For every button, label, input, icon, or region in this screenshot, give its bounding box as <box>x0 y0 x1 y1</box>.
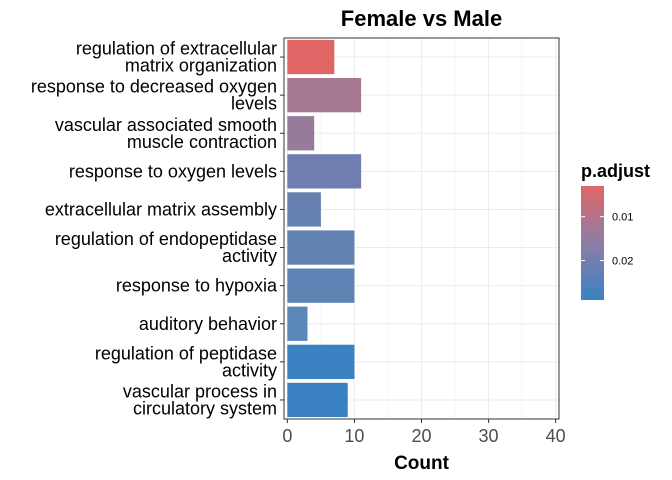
category-label: extracellular matrix assembly <box>45 199 277 219</box>
legend-title: p.adjust <box>581 161 650 181</box>
bar <box>287 344 355 379</box>
category-label: response to decreased oxygen levels <box>31 77 277 114</box>
x-tick-label: 40 <box>546 426 566 446</box>
bar <box>287 116 315 151</box>
x-tick-label: 10 <box>344 426 364 446</box>
category-labels: regulation of extracellular matrix organi… <box>31 39 284 418</box>
x-axis-ticks: 0 10 20 30 40 <box>282 419 566 446</box>
category-label: response to oxygen levels <box>69 161 277 181</box>
category-label: regulation of endopeptidase activity <box>55 229 277 266</box>
category-label: response to hypoxia <box>116 276 278 296</box>
category-label: regulation of extracellular matrix organi… <box>76 39 277 76</box>
bar <box>287 268 355 303</box>
category-label: auditory behavior <box>139 314 277 334</box>
x-tick-label: 0 <box>282 426 292 446</box>
x-tick-label: 20 <box>411 426 431 446</box>
category-label: regulation of peptidase activity <box>95 343 277 380</box>
bar <box>287 154 362 189</box>
x-tick-label: 30 <box>479 426 499 446</box>
bar <box>287 230 355 265</box>
category-label: vascular process in circulatory system <box>123 381 277 418</box>
legend-tick-label: 0.01 <box>612 212 633 224</box>
legend-ticks: 0.01 0.02 <box>581 212 633 268</box>
bar <box>287 382 348 418</box>
legend-colorbar <box>581 186 604 300</box>
bar <box>287 192 321 227</box>
legend: p.adjust 0.01 0.02 <box>581 161 650 300</box>
legend-tick-label: 0.02 <box>612 256 633 268</box>
category-label: vascular associated smooth muscle contrac… <box>55 115 277 152</box>
chart-title: Female vs Male <box>341 6 502 31</box>
bar <box>287 306 308 341</box>
bars <box>283 37 560 420</box>
bar <box>287 39 335 75</box>
x-axis-title: Count <box>394 453 450 474</box>
bar <box>287 78 362 113</box>
